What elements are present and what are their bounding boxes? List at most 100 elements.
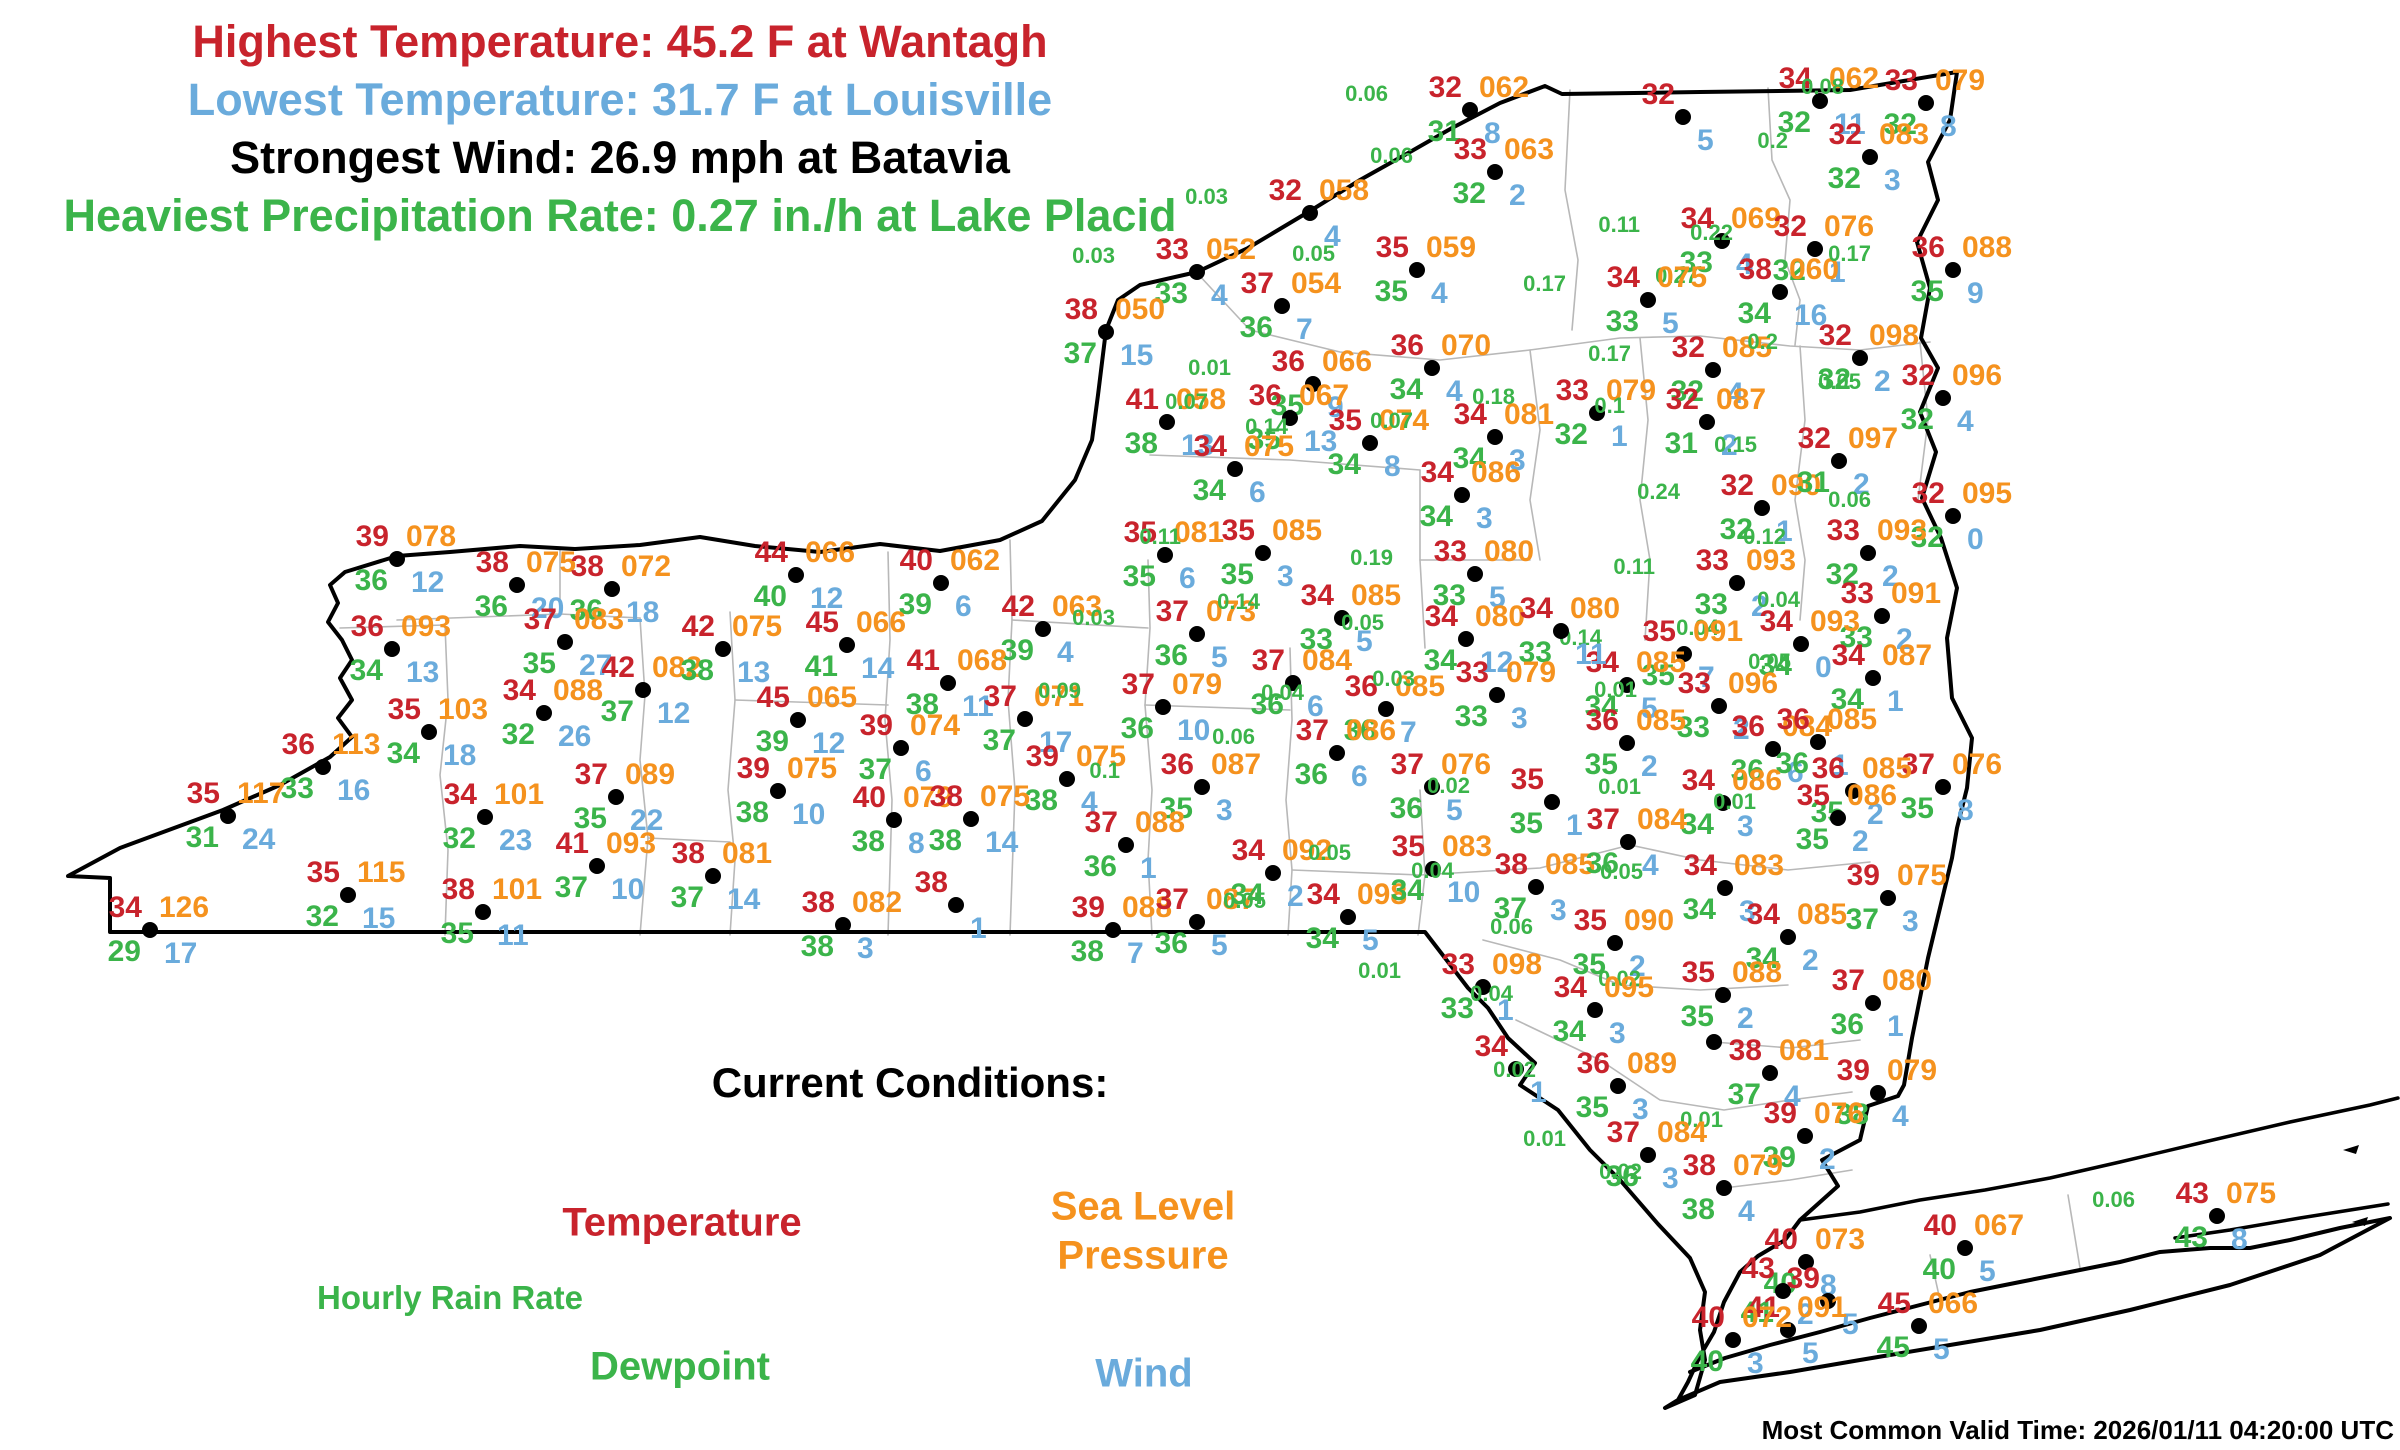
temperature-value: 37 bbox=[1901, 748, 1935, 781]
rain-rate-value: 0.06 bbox=[1212, 724, 1255, 749]
pressure-value: 062 bbox=[950, 544, 1001, 577]
temperature-value: 34 bbox=[1831, 639, 1865, 672]
pressure-value: 090 bbox=[1624, 904, 1675, 937]
wind-value: 2 bbox=[1287, 880, 1304, 913]
wind-value: 4 bbox=[1081, 786, 1098, 819]
wind-value: 24 bbox=[242, 823, 276, 856]
dewpoint-value: 38 bbox=[800, 930, 834, 963]
dewpoint-value: 32 bbox=[442, 822, 476, 855]
pressure-value: 078 bbox=[406, 520, 457, 553]
temperature-value: 35 bbox=[1510, 763, 1544, 796]
pressure-value: 068 bbox=[957, 644, 1008, 677]
temperature-value: 37 bbox=[1606, 1116, 1640, 1149]
pressure-value: 098 bbox=[1869, 319, 1920, 352]
station-dot-icon bbox=[142, 922, 158, 938]
temperature-value: 32 bbox=[1911, 477, 1945, 510]
temperature-value: 33 bbox=[1677, 667, 1711, 700]
wind-value: 5 bbox=[1933, 1333, 1950, 1366]
station-dot-icon bbox=[1754, 500, 1770, 516]
dewpoint-value: 32 bbox=[1910, 521, 1944, 554]
temperature-value: 38 bbox=[1728, 1034, 1762, 1067]
station-dot-icon bbox=[1706, 1034, 1722, 1050]
wind-value: 17 bbox=[164, 937, 198, 970]
pressure-value: 076 bbox=[1814, 1097, 1865, 1130]
legend-item: Sea Level bbox=[1050, 1184, 1236, 1229]
wind-value: 13 bbox=[1181, 429, 1215, 462]
wind-value: 1 bbox=[1832, 749, 1849, 782]
dewpoint-value: 41 bbox=[1740, 1296, 1774, 1329]
temperature-value: 34 bbox=[1680, 202, 1714, 235]
wind-value: 15 bbox=[362, 902, 396, 935]
rain-rate-value: 0.24 bbox=[1637, 479, 1680, 504]
rain-rate-value: 0.01 bbox=[1713, 789, 1756, 814]
pressure-value: 095 bbox=[1604, 971, 1655, 1004]
wind-value: 1 bbox=[970, 912, 987, 945]
wind-value: 4 bbox=[1324, 220, 1341, 253]
wind-value: 6 bbox=[1351, 760, 1368, 793]
pressure-value: 096 bbox=[1952, 359, 2003, 392]
dewpoint-value: 32 bbox=[1777, 106, 1811, 139]
temperature-value: 36 bbox=[1271, 345, 1305, 378]
wind-value: 14 bbox=[727, 883, 761, 916]
station-dot-icon bbox=[315, 759, 331, 775]
pressure-value: 075 bbox=[980, 780, 1031, 813]
temperature-value: 40 bbox=[1764, 1223, 1798, 1256]
station-dot-icon bbox=[1725, 1332, 1741, 1348]
station-dot-icon bbox=[1945, 262, 1961, 278]
pressure-value: 089 bbox=[625, 758, 676, 791]
temperature-value: 34 bbox=[443, 778, 477, 811]
station-dot-icon bbox=[509, 577, 525, 593]
station-dot-icon bbox=[2209, 1208, 2225, 1224]
station-dot-icon bbox=[1282, 410, 1298, 426]
wind-value: 8 bbox=[908, 827, 925, 860]
dewpoint-value: 40 bbox=[1690, 1345, 1724, 1378]
station-dot-icon bbox=[1589, 405, 1605, 421]
temperature-value: 33 bbox=[1695, 544, 1729, 577]
wind-value: 5 bbox=[1697, 124, 1714, 157]
wind-value: 0 bbox=[1967, 523, 1984, 556]
pressure-value: 066 bbox=[1928, 1287, 1979, 1320]
station-dot-icon bbox=[1797, 1128, 1813, 1144]
temperature-value: 37 bbox=[523, 603, 557, 636]
pressure-value: 073 bbox=[1815, 1223, 1866, 1256]
temperature-value: 33 bbox=[1455, 656, 1489, 689]
wind-value: 3 bbox=[1216, 794, 1233, 827]
station-dot-icon bbox=[1717, 880, 1733, 896]
station-dot-icon bbox=[1715, 795, 1731, 811]
temperature-value: 36 bbox=[281, 728, 315, 761]
wind-value: 5 bbox=[1662, 307, 1679, 340]
dewpoint-value: 33 bbox=[280, 772, 314, 805]
temperature-value: 34 bbox=[1759, 605, 1793, 638]
wind-value: 5 bbox=[1842, 1308, 1859, 1341]
dewpoint-value: 32 bbox=[1883, 108, 1917, 141]
wind-value: 10 bbox=[792, 798, 826, 831]
station-dot-icon bbox=[1528, 879, 1544, 895]
wind-value: 1 bbox=[1887, 685, 1904, 718]
dewpoint-value: 38 bbox=[680, 654, 714, 687]
station-dot-icon bbox=[1489, 687, 1505, 703]
dewpoint-value: 36 bbox=[1730, 754, 1764, 787]
wind-value: 1 bbox=[1776, 515, 1793, 548]
pressure-value: 075 bbox=[1076, 740, 1127, 773]
wind-value: 8 bbox=[2231, 1223, 2248, 1256]
dewpoint-value: 34 bbox=[1230, 878, 1264, 911]
pressure-value: 073 bbox=[1206, 595, 1257, 628]
temperature-value: 42 bbox=[681, 610, 715, 643]
pressure-value: 085 bbox=[1351, 579, 1402, 612]
temperature-value: 37 bbox=[1295, 714, 1329, 747]
rain-rate-value: 0.01 bbox=[1594, 677, 1637, 702]
pressure-value: 074 bbox=[910, 709, 961, 742]
pressure-value: 085 bbox=[1722, 331, 1773, 364]
wind-value: 6 bbox=[1787, 756, 1804, 789]
dewpoint-value: 34 bbox=[349, 654, 383, 687]
station-dot-icon bbox=[1587, 1002, 1603, 1018]
temperature-value: 32 bbox=[1773, 210, 1807, 243]
dewpoint-value: 37 bbox=[1063, 337, 1097, 370]
temperature-value: 32 bbox=[1268, 174, 1302, 207]
station-dot-icon bbox=[705, 868, 721, 884]
pressure-value: 063 bbox=[1504, 133, 1555, 166]
station-dot-icon bbox=[1454, 487, 1470, 503]
rain-rate-value: 0.03 bbox=[1372, 666, 1415, 691]
temperature-value: 38 bbox=[801, 886, 835, 919]
pressure-value: 075 bbox=[1657, 261, 1708, 294]
